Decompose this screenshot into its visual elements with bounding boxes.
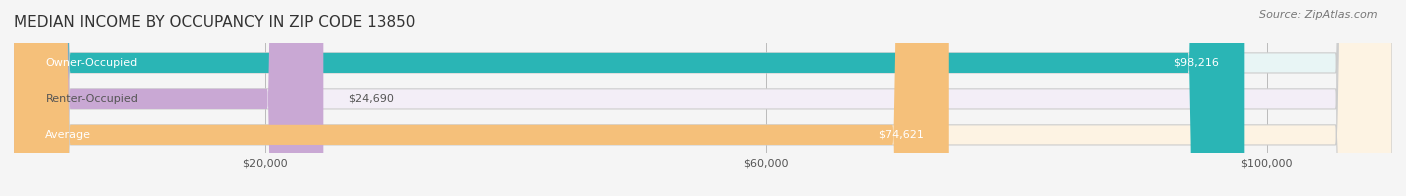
FancyBboxPatch shape — [14, 0, 1392, 196]
FancyBboxPatch shape — [14, 0, 1392, 196]
FancyBboxPatch shape — [14, 0, 323, 196]
Text: $24,690: $24,690 — [349, 94, 394, 104]
FancyBboxPatch shape — [14, 0, 1392, 196]
Text: $98,216: $98,216 — [1174, 58, 1219, 68]
FancyBboxPatch shape — [14, 0, 949, 196]
Text: Owner-Occupied: Owner-Occupied — [45, 58, 138, 68]
Text: Source: ZipAtlas.com: Source: ZipAtlas.com — [1260, 10, 1378, 20]
FancyBboxPatch shape — [14, 0, 1244, 196]
Text: Average: Average — [45, 130, 91, 140]
Text: Renter-Occupied: Renter-Occupied — [45, 94, 138, 104]
Text: MEDIAN INCOME BY OCCUPANCY IN ZIP CODE 13850: MEDIAN INCOME BY OCCUPANCY IN ZIP CODE 1… — [14, 15, 415, 30]
Text: $74,621: $74,621 — [877, 130, 924, 140]
